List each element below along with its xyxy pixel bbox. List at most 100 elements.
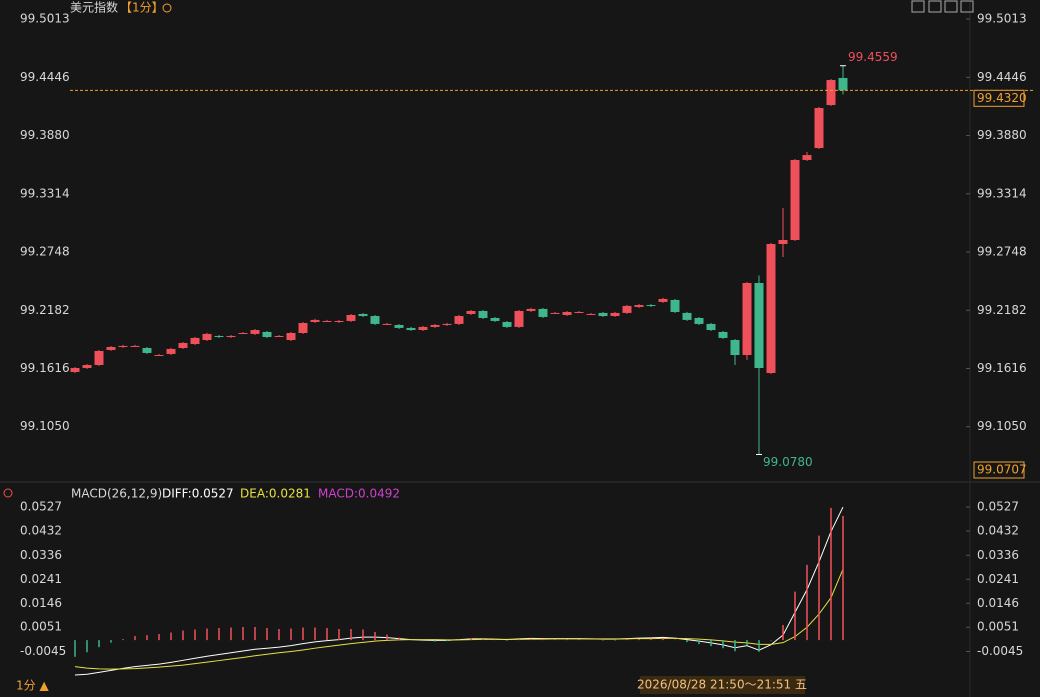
candle-body xyxy=(190,337,200,345)
candle-body xyxy=(598,312,608,317)
y-tick-label-left: 0.0336 xyxy=(20,548,62,562)
legend-entry: DIFF:0.0527 xyxy=(162,487,234,501)
y-tick-label-right: 0.0146 xyxy=(977,596,1019,610)
y-tick-label-right: 0.0241 xyxy=(977,572,1019,586)
y-tick-label-right: 99.1616 xyxy=(977,361,1027,375)
footer-period[interactable]: 1分 ▲ xyxy=(16,679,49,693)
candle-body xyxy=(622,305,632,313)
candle-body xyxy=(646,305,656,307)
candle-body xyxy=(718,331,728,338)
candle-body xyxy=(238,332,248,334)
legend-entry: MACD:0.0492 xyxy=(318,487,400,501)
candle-body xyxy=(754,283,764,368)
candle-body xyxy=(142,348,152,353)
y-tick-label-right: 99.1050 xyxy=(977,419,1027,433)
macd-line xyxy=(74,568,844,670)
max-label: 99.4559 xyxy=(848,50,898,64)
candle-body xyxy=(322,320,332,322)
candle-body xyxy=(346,314,356,321)
candle-body xyxy=(562,312,572,315)
legend-entry: DEA:0.0281 xyxy=(240,487,311,501)
cursor-time: 2026/08/28 21:50～21:51 五 xyxy=(637,678,807,692)
candle-body xyxy=(610,312,620,317)
candle-body xyxy=(634,305,644,307)
candle-body xyxy=(226,335,236,338)
candle-body xyxy=(538,308,548,317)
candle-body xyxy=(82,364,92,368)
candle-body xyxy=(442,323,452,325)
y-tick-label-left: 0.0241 xyxy=(20,572,62,586)
candle-body xyxy=(670,299,680,313)
candle-body xyxy=(574,312,584,314)
y-tick-label-left: 0.0527 xyxy=(20,500,62,514)
candle-body xyxy=(838,77,848,91)
candle-body xyxy=(334,320,344,322)
settings-icon[interactable] xyxy=(162,3,172,13)
candle-body xyxy=(430,324,440,327)
candle-body xyxy=(130,345,140,347)
y-tick-label-left: 99.2748 xyxy=(20,245,70,259)
candle-body xyxy=(658,298,668,302)
candle-body xyxy=(742,283,752,356)
candle-body xyxy=(466,310,476,314)
last-price-label: 99.4320 xyxy=(977,91,1027,105)
y-tick-label-right: 99.2748 xyxy=(977,245,1027,259)
y-tick-label-right: 99.5013 xyxy=(977,12,1027,26)
y-tick-label-left: 99.1050 xyxy=(20,419,70,433)
y-tick-label-left: 99.3314 xyxy=(20,186,70,200)
candle-body xyxy=(730,339,740,356)
y-tick-label-right: 99.3880 xyxy=(977,128,1027,142)
candle-body xyxy=(262,331,272,338)
y-tick-label-left: 99.5013 xyxy=(20,12,70,26)
candle-body xyxy=(310,319,320,322)
cursor-time-box xyxy=(640,676,805,694)
y-tick-label-right: 0.0051 xyxy=(977,620,1019,634)
candle-body xyxy=(778,240,788,245)
candle-body xyxy=(694,317,704,324)
y-tick-label-right: 0.0336 xyxy=(977,548,1019,562)
macd-icon[interactable] xyxy=(3,488,13,498)
candle-body xyxy=(826,80,836,106)
y-tick-label-left: 99.1616 xyxy=(20,361,70,375)
candle-body xyxy=(418,326,428,331)
candle-body xyxy=(118,345,128,347)
y-tick-label-left: 99.3880 xyxy=(20,128,70,142)
candle-body xyxy=(358,313,368,317)
y-tick-label-right: 99.2182 xyxy=(977,303,1027,317)
candle-body xyxy=(766,244,776,374)
candle-body xyxy=(178,342,188,349)
candle-body xyxy=(106,346,116,350)
y-tick-label-right: 0.0527 xyxy=(977,500,1019,514)
candle-body xyxy=(94,351,104,365)
toolbar[interactable] xyxy=(911,0,974,13)
candle-body xyxy=(790,159,800,241)
candle-body xyxy=(514,310,524,327)
y-tick-label-left: 0.0146 xyxy=(20,596,62,610)
candle-body xyxy=(394,324,404,328)
candle-body xyxy=(550,312,560,314)
candle-body xyxy=(454,316,464,324)
y-min-label: 99.0707 xyxy=(977,463,1027,477)
title: 美元指数 xyxy=(70,0,118,15)
candle-body xyxy=(586,313,596,315)
y-tick-label-right: 99.3314 xyxy=(977,186,1027,200)
candle-body xyxy=(802,155,812,160)
candle-body xyxy=(682,312,692,320)
y-tick-label-left: 99.4446 xyxy=(20,70,70,84)
candle-body xyxy=(814,108,824,149)
candle-body xyxy=(166,348,176,354)
y-min-box xyxy=(973,461,1025,479)
last-price-box xyxy=(973,89,1025,107)
candle-body xyxy=(406,327,416,331)
candle-body xyxy=(154,355,164,357)
candle-body xyxy=(286,332,296,340)
candle-body xyxy=(202,333,212,340)
y-tick-label-right: 0.0432 xyxy=(977,524,1019,538)
candle-body xyxy=(298,323,308,333)
candle-body xyxy=(214,335,224,338)
min-label: 99.0780 xyxy=(763,455,813,469)
candle-body xyxy=(526,308,536,311)
candle-body xyxy=(478,310,488,318)
y-tick-label-left: 0.0432 xyxy=(20,524,62,538)
y-tick-label-left: 99.2182 xyxy=(20,303,70,317)
